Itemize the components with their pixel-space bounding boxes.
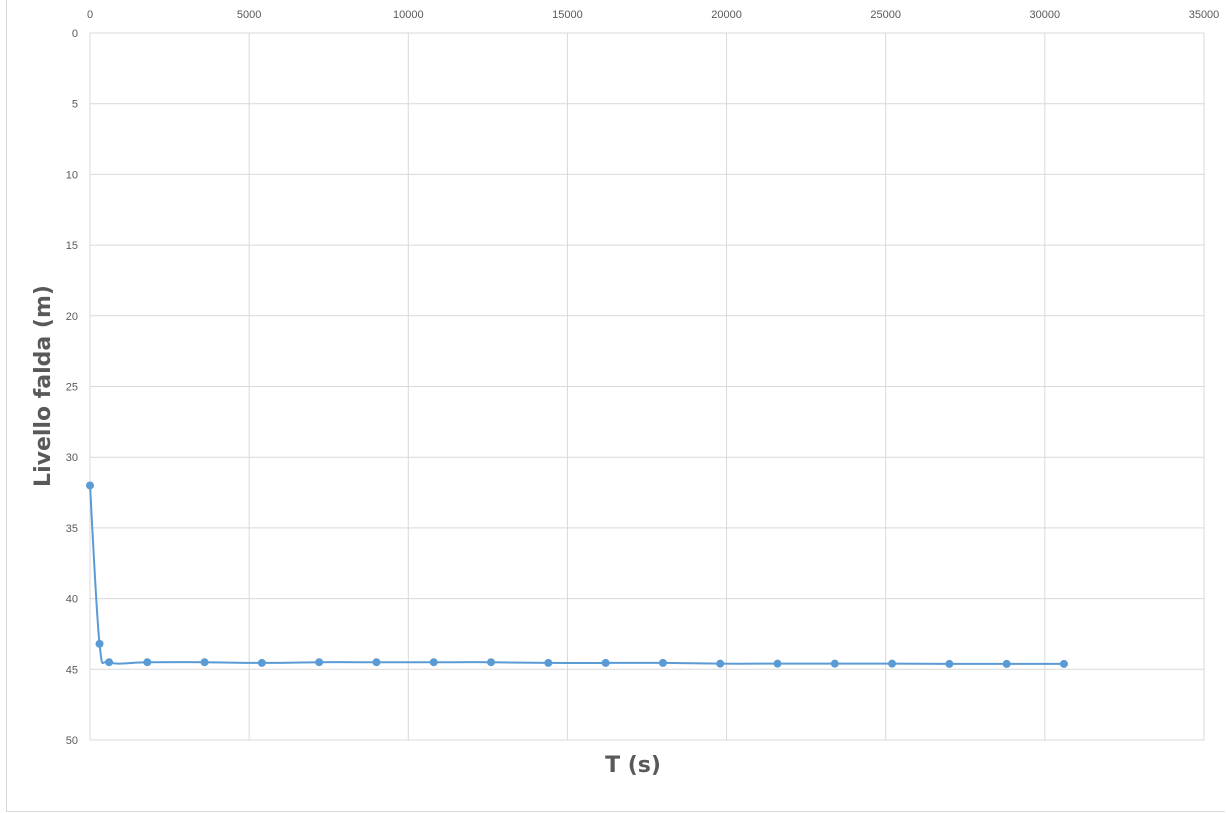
y-tick-label: 10	[66, 169, 78, 181]
data-point	[143, 658, 152, 667]
x-tick-label: 5000	[237, 9, 261, 21]
y-axis-title: Livello falda (m)	[31, 285, 56, 487]
x-tick-label: 15000	[552, 9, 583, 21]
x-tick-label: 20000	[711, 9, 742, 21]
data-point	[86, 481, 94, 490]
data-point	[601, 658, 610, 667]
grid-lines	[89, 32, 1205, 741]
y-tick-labels: 0 5 10 15 20 25 30 35 40 45 50	[66, 28, 78, 747]
x-tick-label: 0	[87, 9, 93, 21]
data-point	[429, 658, 438, 667]
data-point	[1059, 659, 1068, 668]
y-tick-label: 35	[66, 523, 78, 535]
y-tick-label: 15	[66, 240, 78, 252]
data-point	[257, 658, 266, 667]
x-axis-title: T (s)	[605, 753, 661, 778]
y-tick-label: 40	[66, 594, 78, 606]
data-point	[95, 639, 104, 648]
data-point	[773, 659, 782, 668]
chart-frame	[6, 0, 1225, 812]
data-points	[86, 481, 1068, 668]
data-point	[105, 658, 114, 667]
series-line	[89, 485, 1064, 665]
data-point	[1002, 659, 1011, 668]
y-tick-label: 50	[66, 735, 78, 747]
x-tick-label: 25000	[870, 9, 901, 21]
x-tick-label: 30000	[1030, 9, 1061, 21]
data-point	[544, 658, 553, 667]
x-tick-label: 35000	[1189, 9, 1220, 21]
x-tick-label: 10000	[393, 9, 424, 21]
data-point	[372, 658, 381, 667]
y-tick-label: 20	[66, 311, 78, 323]
data-point	[830, 659, 839, 668]
data-point	[200, 658, 209, 667]
y-tick-label: 45	[66, 664, 78, 676]
data-point	[888, 659, 897, 668]
data-point	[487, 658, 496, 667]
data-point	[658, 658, 667, 667]
data-point	[716, 659, 725, 668]
data-point	[945, 659, 954, 668]
y-tick-label: 30	[66, 452, 78, 464]
y-tick-label: 25	[66, 382, 78, 394]
y-tick-label: 0	[72, 28, 78, 40]
data-point	[315, 658, 324, 667]
y-tick-label: 5	[72, 99, 78, 111]
x-tick-labels: 0 5000 10000 15000 20000 25000 30000 35000	[87, 9, 1219, 21]
